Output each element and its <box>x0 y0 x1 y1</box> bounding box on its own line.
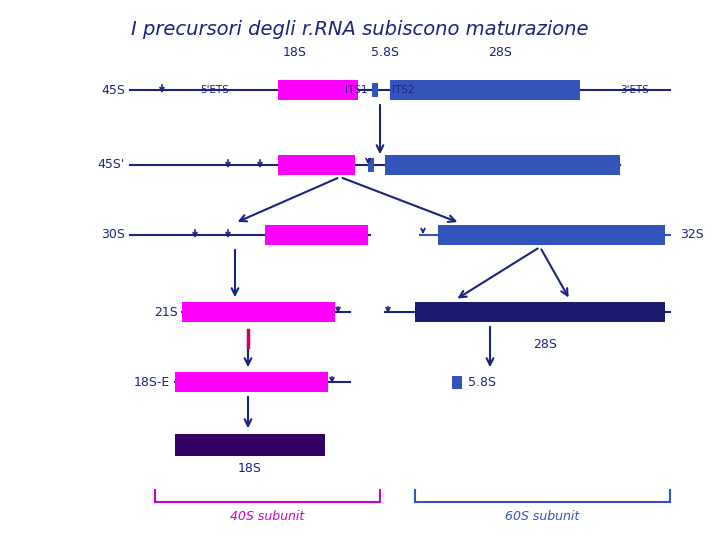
Bar <box>372 83 378 97</box>
Bar <box>385 155 620 175</box>
Text: ITS2: ITS2 <box>392 85 415 95</box>
Text: 28S: 28S <box>488 45 512 58</box>
Bar <box>175 434 325 456</box>
Bar <box>175 372 328 392</box>
Bar <box>452 375 462 388</box>
Bar <box>278 155 355 175</box>
Bar <box>438 225 665 245</box>
Text: 5.8S: 5.8S <box>371 45 399 58</box>
Text: 30S: 30S <box>101 228 125 241</box>
Bar <box>265 225 368 245</box>
Bar <box>415 302 665 322</box>
Text: ITS1: ITS1 <box>346 85 368 95</box>
Bar <box>368 158 374 172</box>
Text: 40S subunit: 40S subunit <box>230 510 305 523</box>
Text: 28S: 28S <box>533 338 557 350</box>
Text: 18S: 18S <box>238 462 262 476</box>
Text: 12S: 12S <box>415 306 438 319</box>
Text: 60S subunit: 60S subunit <box>505 510 580 523</box>
Bar <box>390 80 580 100</box>
Text: I precursori degli r.RNA subiscono maturazione: I precursori degli r.RNA subiscono matur… <box>131 20 589 39</box>
Text: 3'ETS: 3'ETS <box>621 85 649 95</box>
Text: 5'ETS: 5'ETS <box>201 85 230 95</box>
Text: 45S': 45S' <box>98 159 125 172</box>
Text: 21S: 21S <box>154 306 178 319</box>
Bar <box>182 302 335 322</box>
Text: 32S: 32S <box>680 228 703 241</box>
Text: 45S: 45S <box>101 84 125 97</box>
Text: 18S: 18S <box>283 45 307 58</box>
Text: 5.8S: 5.8S <box>468 375 496 388</box>
Text: 18S-E: 18S-E <box>134 375 170 388</box>
Bar <box>278 80 358 100</box>
